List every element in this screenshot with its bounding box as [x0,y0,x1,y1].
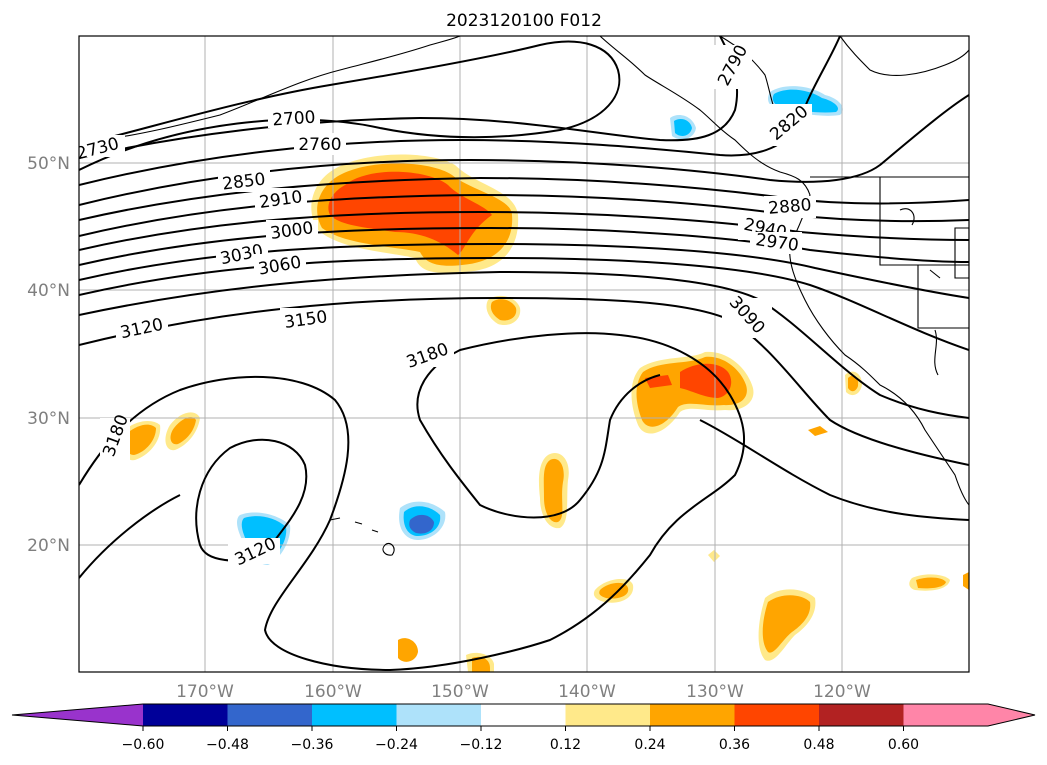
colorbar-segment [650,704,735,726]
colorbar-tick-label: −0.12 [460,737,503,753]
colorbar-tick-label: 0.12 [550,737,581,753]
lon-label: 170°W [176,682,234,702]
colorbar-tick-label: 0.36 [719,737,750,753]
colorbar-segment [312,704,397,726]
colorbar-segment [396,704,482,726]
colorbar-tick-label: −0.48 [206,737,249,753]
colorbar-segment [227,704,313,726]
colorbar-segment [903,704,989,726]
lon-label: 130°W [686,682,744,702]
contour-label: 2760 [298,135,341,155]
lat-label: 20°N [27,536,70,556]
figure-title: 2023120100 F012 [446,11,602,31]
colorbar-right-extension [988,704,1035,726]
colorbar-tick-label: −0.24 [375,737,418,753]
lon-label: 160°W [304,682,362,702]
colorbar: −0.60 −0.48 −0.36 −0.24 −0.12 0.12 0.24 0.36 0.4… [11,703,1036,753]
lon-label: 150°W [431,682,489,702]
colorbar-tick-label: −0.36 [291,737,334,753]
lat-label: 40°N [27,281,70,301]
colorbar-segment [734,704,820,726]
colorbar-segment [565,704,651,726]
lon-label: 120°W [813,682,871,702]
colorbar-tick-label: −0.60 [122,737,165,753]
longitude-labels: 170°W 160°W 150°W 140°W 130°W 120°W [176,682,871,702]
colorbar-segment [143,704,228,726]
lat-label: 50°N [27,154,70,174]
colorbar-left-extension [12,704,143,726]
contour-labels: 2730 2700 2760 2850 2910 3000 3030 3060 … [79,42,816,570]
colorbar-segment [819,704,904,726]
lat-label: 30°N [27,409,70,429]
plot-frame [78,35,970,673]
colorbar-tick-label: 0.60 [888,737,919,753]
colorbar-tick-label: 0.48 [803,737,834,753]
colorbar-tick-label: 0.24 [634,737,665,753]
contour-label: 2700 [272,108,317,131]
map-plot-area: 2730 2700 2760 2850 2910 3000 3030 3060 … [79,36,969,672]
lon-label: 140°W [558,682,616,702]
contour-label: 2880 [767,195,812,219]
latitude-labels: 50°N 40°N 30°N 20°N [27,154,70,556]
colorbar-segment [481,704,566,726]
